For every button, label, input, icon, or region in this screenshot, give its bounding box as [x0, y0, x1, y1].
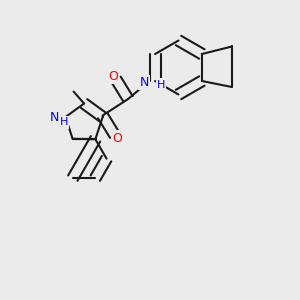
Text: O: O — [108, 70, 118, 83]
Text: N: N — [50, 110, 59, 124]
Text: N: N — [140, 76, 149, 89]
Text: H: H — [60, 117, 68, 128]
Text: O: O — [113, 131, 123, 145]
Text: H: H — [157, 80, 165, 90]
